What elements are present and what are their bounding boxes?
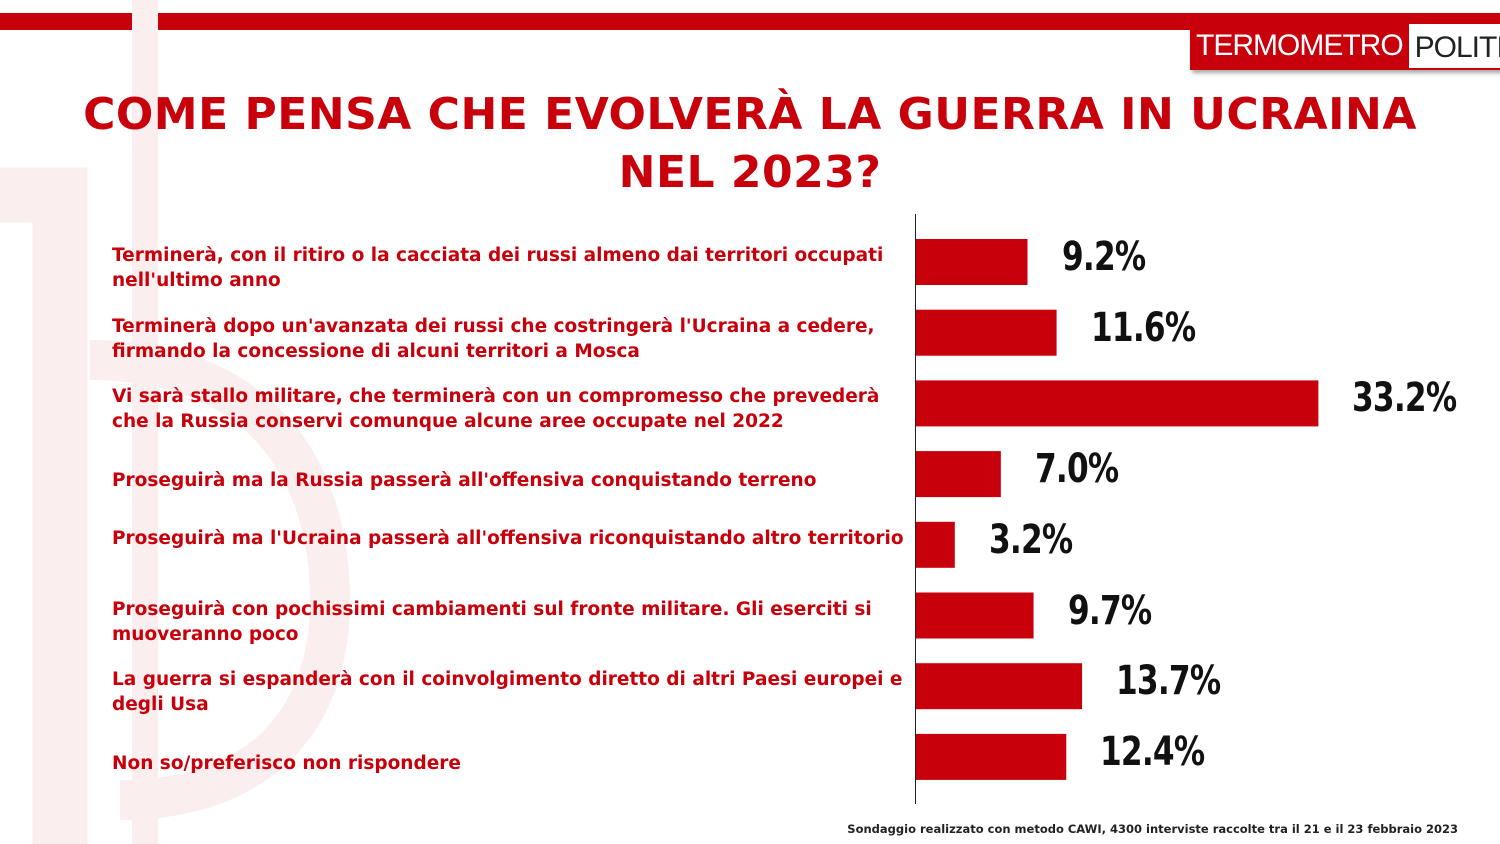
footnote: Sondaggio realizzato con metodo CAWI, 43… xyxy=(847,822,1458,836)
bar-6 xyxy=(916,592,1034,639)
y-axis-line xyxy=(915,214,916,804)
value-label-8: 12.4% xyxy=(1100,728,1205,775)
title-line-1: COME PENSA CHE EVOLVERÀ LA GUERRA IN UCR… xyxy=(83,89,1417,140)
category-label-2: Terminerà dopo un'avanzata dei russi che… xyxy=(112,315,875,362)
category-label-5: Proseguirà ma l'Ucraina passerà all'offe… xyxy=(112,527,904,549)
value-label-4: 7.0% xyxy=(1034,446,1119,493)
bar-1 xyxy=(916,239,1028,285)
title-line-2: NEL 2023? xyxy=(618,147,882,198)
category-label-1: Terminerà, con il ritiro o la cacciata d… xyxy=(112,245,884,291)
bar-8 xyxy=(916,733,1067,780)
chart-title: COME PENSA CHE EVOLVERÀ LA GUERRA IN UCR… xyxy=(0,86,1500,202)
bar-2 xyxy=(916,309,1057,356)
bar-4 xyxy=(916,451,1001,498)
top-red-bar xyxy=(0,13,1500,30)
category-label-8: Non so/preferisco non rispondere xyxy=(112,752,461,774)
value-label-1: 9.2% xyxy=(1061,234,1146,280)
value-label-6: 9.7% xyxy=(1067,587,1152,634)
logo-part-2: POLITICO xyxy=(1408,22,1500,70)
category-label-6: Proseguirà con pochissimi cambiamenti su… xyxy=(112,598,872,645)
value-label-7: 13.7% xyxy=(1116,658,1221,705)
bar-5 xyxy=(916,521,955,568)
category-label-3: Vi sarà stallo militare, che terminerà c… xyxy=(112,386,880,433)
bar-3 xyxy=(916,380,1319,427)
value-label-3: 33.2% xyxy=(1352,375,1457,422)
category-label-7: La guerra si espanderà con il coinvolgim… xyxy=(112,669,903,716)
logo-part-1: TERMOMETRO xyxy=(1190,22,1409,70)
termometro-politico-logo: TERMOMETRO POLITICO xyxy=(1190,22,1500,70)
value-label-2: 11.6% xyxy=(1090,304,1196,351)
bar-7 xyxy=(916,663,1083,710)
category-label-4: Proseguirà ma la Russia passerà all'offe… xyxy=(112,470,817,492)
background-logo-watermark xyxy=(0,0,351,844)
value-label-5: 3.2% xyxy=(988,516,1073,563)
